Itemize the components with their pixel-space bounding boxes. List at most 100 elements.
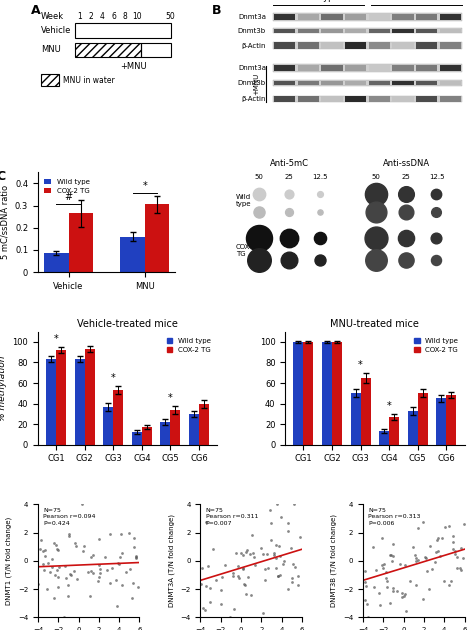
Point <box>118 548 126 558</box>
Point <box>409 542 417 553</box>
Bar <box>416 14 438 20</box>
Point <box>284 525 292 536</box>
Bar <box>416 65 438 71</box>
Point <box>294 571 301 581</box>
Text: A: A <box>31 4 41 17</box>
Bar <box>361 378 371 445</box>
Point <box>35 579 42 589</box>
Bar <box>345 96 366 101</box>
Point <box>273 499 281 509</box>
Point <box>388 556 395 566</box>
Text: 2: 2 <box>88 11 93 21</box>
Point <box>56 563 64 573</box>
Point <box>361 595 368 605</box>
Bar <box>44 253 69 272</box>
Point <box>202 517 210 527</box>
Text: Anti-5mC: Anti-5mC <box>270 159 309 168</box>
Point <box>241 580 248 590</box>
Point <box>431 558 438 568</box>
Point <box>401 561 409 571</box>
Point <box>419 594 427 604</box>
Bar <box>145 205 169 272</box>
Bar <box>392 42 414 49</box>
Point <box>262 575 269 585</box>
Y-axis label: Mgmt
% methylation: Mgmt % methylation <box>0 355 7 421</box>
Point <box>270 548 277 558</box>
Point <box>407 576 414 587</box>
Point <box>457 544 465 554</box>
Text: Anti-ssDNA: Anti-ssDNA <box>383 159 430 168</box>
Bar <box>369 65 390 71</box>
Point <box>87 553 95 563</box>
Point <box>243 545 250 555</box>
Point <box>206 583 214 593</box>
Point <box>242 547 250 557</box>
Bar <box>389 417 399 445</box>
Point <box>213 575 220 585</box>
Bar <box>274 14 295 20</box>
Point <box>447 576 455 587</box>
Legend: Wild type, COX-2 TG: Wild type, COX-2 TG <box>411 335 461 356</box>
Text: C: C <box>0 170 6 183</box>
Text: MNU: MNU <box>41 45 60 54</box>
Text: +MNU: +MNU <box>254 73 260 95</box>
Bar <box>171 410 181 445</box>
Point <box>53 544 60 554</box>
Point <box>63 573 70 583</box>
Point <box>248 530 256 540</box>
Bar <box>298 14 319 20</box>
Point <box>231 604 238 614</box>
Point <box>401 589 409 599</box>
Point <box>371 582 378 592</box>
Bar <box>46 359 56 445</box>
Bar <box>85 349 95 445</box>
Point <box>279 559 286 570</box>
Point <box>274 571 282 581</box>
Bar <box>199 404 209 445</box>
Point <box>396 559 404 569</box>
Bar <box>274 42 295 49</box>
Point <box>250 547 257 558</box>
Text: *: * <box>387 401 392 411</box>
Point <box>96 568 104 578</box>
Point <box>117 529 125 539</box>
Point <box>54 582 62 592</box>
Text: B: B <box>212 4 222 17</box>
Bar <box>369 81 390 85</box>
Point <box>116 558 123 568</box>
Point <box>400 591 408 601</box>
Point <box>389 583 397 593</box>
Text: Wild type: Wild type <box>299 0 338 2</box>
Point <box>449 537 457 547</box>
Bar <box>418 393 428 445</box>
Text: N=75
Pearson r=0.094
P=0.424: N=75 Pearson r=0.094 P=0.424 <box>43 508 95 526</box>
Point <box>64 590 72 600</box>
Point <box>128 593 136 604</box>
Point <box>386 598 394 608</box>
Text: 8: 8 <box>123 11 128 21</box>
Point <box>423 566 431 576</box>
Text: Vehicle: Vehicle <box>41 26 71 35</box>
Point <box>388 549 395 559</box>
Point <box>427 541 434 551</box>
Bar <box>440 81 461 85</box>
Bar <box>298 42 319 49</box>
Text: *: * <box>111 373 116 383</box>
Point <box>454 563 461 573</box>
Point <box>42 545 49 555</box>
Bar <box>440 14 461 20</box>
Bar <box>56 350 66 445</box>
Point <box>106 578 114 588</box>
Point <box>414 523 422 533</box>
Bar <box>345 28 366 33</box>
Point <box>382 573 390 583</box>
Point <box>199 604 207 614</box>
Point <box>48 563 56 573</box>
Bar <box>416 28 438 33</box>
Bar <box>273 28 462 33</box>
Point <box>106 529 113 539</box>
Bar <box>274 81 295 85</box>
Point <box>86 592 94 602</box>
Point <box>270 549 278 559</box>
Bar <box>321 65 343 71</box>
